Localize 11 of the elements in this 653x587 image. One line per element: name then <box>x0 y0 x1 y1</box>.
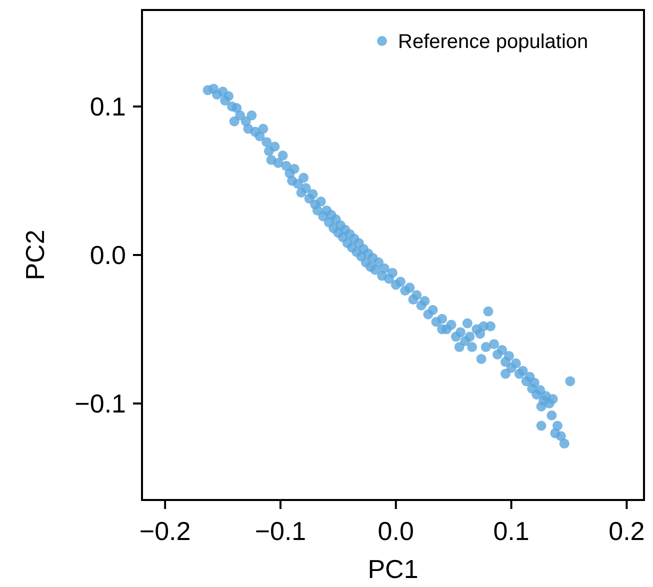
x-tick-label: 0.1 <box>493 516 530 546</box>
x-axis-title: PC1 <box>368 554 418 584</box>
x-tick-label: 0.2 <box>608 516 645 546</box>
y-tick-label: 0.1 <box>90 92 126 122</box>
legend-label: Reference population <box>398 31 588 53</box>
x-tick-label: 0.0 <box>378 516 414 546</box>
x-tick-label: −0.1 <box>254 516 306 546</box>
y-tick-label: 0.0 <box>90 240 126 270</box>
y-tick-label: −0.1 <box>74 388 126 419</box>
x-tick-label: −0.2 <box>139 516 191 546</box>
y-axis-title: PC2 <box>20 230 50 280</box>
